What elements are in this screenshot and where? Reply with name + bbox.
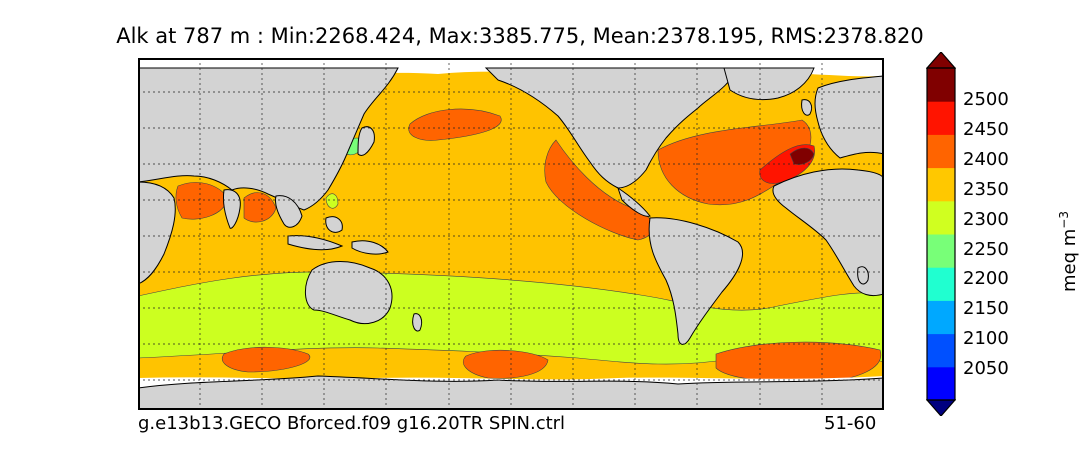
colorbar-tick: 2350 — [963, 179, 1009, 200]
colorbar — [926, 52, 956, 416]
year-range: 51-60 — [824, 413, 877, 434]
colorbar-segment — [927, 267, 955, 301]
colorbar-tick: 2450 — [963, 119, 1009, 140]
land-japan — [357, 126, 375, 156]
colorbar-min-arrow — [926, 399, 956, 416]
land-new-zealand — [412, 313, 423, 332]
land-southeast-asia — [275, 195, 303, 228]
colorbar-max-arrow — [926, 52, 956, 69]
colorbar-frame — [926, 67, 956, 401]
ocean-2400-patch-south-atlantic — [715, 341, 882, 383]
colorbar-segment — [927, 167, 955, 202]
land-madagascar — [857, 266, 869, 285]
colorbar-tick: 2400 — [963, 149, 1009, 170]
colorbar-segment — [927, 68, 955, 102]
ocean-2400-patch-south-pacific — [462, 349, 549, 379]
ocean-2500-mediterranean — [789, 147, 815, 165]
land-india — [223, 189, 241, 229]
colorbar-segment — [927, 134, 955, 169]
colorbar-tick: 2050 — [963, 358, 1009, 379]
colorbar-tick: 2500 — [963, 89, 1009, 110]
ocean-2400-north-pacific — [408, 108, 502, 141]
land-africa-west — [772, 168, 884, 297]
ocean-2400-patch-south-indian — [222, 346, 311, 373]
land-eurasia-west — [138, 67, 399, 211]
colorbar-segment — [927, 101, 955, 135]
land-new-guinea — [351, 240, 389, 255]
land-europe — [814, 75, 884, 159]
colorbar-units: meq m−3 — [1057, 211, 1080, 292]
land-indonesia — [287, 235, 344, 251]
map-frame — [138, 58, 884, 410]
ocean-2400-east-pacific — [544, 139, 654, 241]
colorbar-segment — [927, 333, 955, 368]
ocean-2300-south-china-sea — [325, 193, 339, 209]
colorbar-segment — [927, 200, 955, 235]
land-greenland — [723, 67, 815, 101]
colorbar-tick: 2150 — [963, 298, 1009, 319]
graticule — [138, 58, 884, 410]
land-south-america — [648, 217, 743, 345]
colorbar-segment — [927, 300, 955, 335]
map-title: Alk at 787 m : Min:2268.424, Max:3385.77… — [116, 24, 924, 48]
colorbar-tick: 2200 — [963, 268, 1009, 289]
land-africa-east — [138, 181, 176, 285]
land-central-america — [617, 186, 651, 217]
land-borneo — [325, 216, 343, 233]
colorbar-segment — [927, 234, 955, 268]
colorbar-segment — [927, 366, 955, 401]
case-name: g.e13b13.GECO Bforced.f09 g16.20TR SPIN.… — [138, 413, 566, 434]
colorbar-tick: 2250 — [963, 239, 1009, 260]
land-british-isles — [801, 99, 813, 116]
land-australia — [305, 261, 393, 324]
ocean-2400-arabian-sea — [175, 182, 229, 220]
colorbar-tick: 2300 — [963, 209, 1009, 230]
alkalinity-map — [138, 58, 884, 410]
colorbar-tick: 2100 — [963, 328, 1009, 349]
